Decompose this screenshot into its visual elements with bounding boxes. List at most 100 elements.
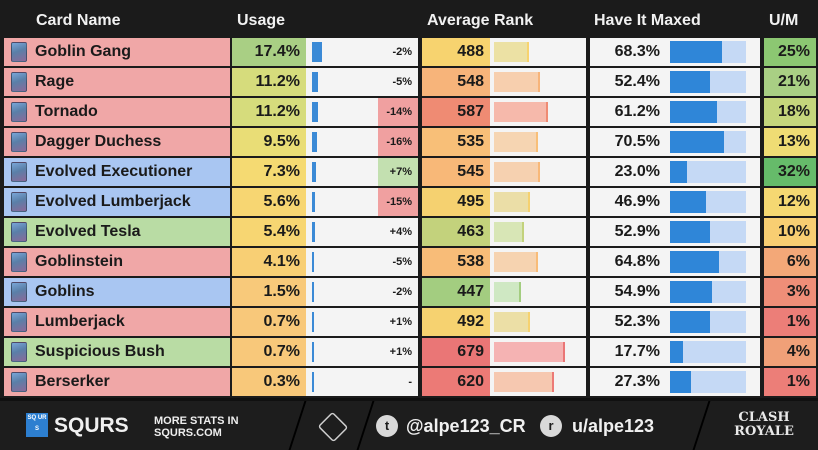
usage-cell: 1.5%: [232, 278, 306, 306]
card-name-cell: Berserker: [4, 368, 230, 396]
usage-value: 1.5%: [263, 283, 300, 300]
um-value: 32%: [777, 163, 810, 180]
usage-value: 0.7%: [263, 343, 300, 360]
rank-cell: 495: [422, 188, 490, 216]
column-header-um: U/M: [769, 12, 799, 29]
usage-bar-cell: -: [306, 368, 418, 396]
usage-cell: 11.2%: [232, 98, 306, 126]
rank-bar: [494, 252, 539, 272]
usage-bar: [312, 282, 314, 302]
um-value: 12%: [777, 193, 810, 210]
rank-bar-tick: [538, 72, 541, 92]
um-value: 13%: [777, 133, 810, 150]
card-name-cell: Lumberjack: [4, 308, 230, 336]
rank-bar-tick: [535, 132, 538, 152]
usage-change-value: -2%: [392, 286, 412, 298]
usage-change: -15%: [378, 188, 418, 216]
card-name: Goblins: [35, 283, 95, 300]
card-name: Goblinstein: [35, 253, 123, 270]
um-cell: 13%: [764, 128, 816, 156]
rank-bar-cell: [490, 158, 586, 186]
card-name: Dagger Duchess: [35, 133, 162, 150]
table-row: Rage 11.2% -5% 548 52.4% 21%: [0, 68, 818, 96]
table-row: Goblinstein 4.1% -5% 538 64.8% 6%: [0, 248, 818, 276]
maxed-bar-cell: [666, 308, 760, 336]
usage-bar-cell: -2%: [306, 278, 418, 306]
rank-bar-tick: [537, 162, 540, 182]
twitter-icon: t: [376, 415, 398, 437]
maxed-cell: 61.2%: [590, 98, 666, 126]
usage-value: 4.1%: [263, 253, 300, 270]
dagger-duchess-card-icon: [11, 132, 27, 152]
maxed-bar-track: [670, 341, 746, 363]
card-name: Suspicious Bush: [35, 343, 165, 360]
rank-bar: [494, 132, 538, 152]
usage-change-value: +4%: [389, 226, 412, 238]
usage-bar: [312, 222, 316, 242]
twitter-handle[interactable]: @alpe123_CR: [406, 416, 526, 436]
maxed-bar-cell: [666, 248, 760, 276]
rank-bar: [494, 42, 530, 62]
table-row: Goblins 1.5% -2% 447 54.9% 3%: [0, 278, 818, 306]
rank-bar-tick: [527, 312, 530, 332]
usage-change: +4%: [378, 218, 418, 246]
rank-value: 495: [457, 193, 484, 210]
um-cell: 1%: [764, 368, 816, 396]
maxed-cell: 64.8%: [590, 248, 666, 276]
rank-cell: 492: [422, 308, 490, 336]
rank-value: 447: [457, 283, 484, 300]
um-value: 25%: [777, 43, 810, 60]
card-name: Lumberjack: [35, 313, 125, 330]
usage-change-value: +1%: [389, 346, 412, 358]
usage-value: 0.7%: [263, 313, 300, 330]
lumberjack-card-icon: [11, 312, 27, 332]
goblins-card-icon: [11, 282, 27, 302]
rank-bar-cell: [490, 368, 586, 396]
maxed-bar: [670, 341, 684, 363]
column-header-usage: Usage: [237, 12, 286, 29]
usage-change-value: -5%: [392, 76, 412, 88]
reddit-handle[interactable]: u/alpe123: [572, 416, 655, 436]
um-cell: 32%: [764, 158, 816, 186]
usage-value: 17.4%: [254, 43, 300, 60]
berserker-card-icon: [11, 372, 27, 392]
usage-bar: [312, 72, 319, 92]
maxed-bar-cell: [666, 278, 760, 306]
game-logo-line: ROYALE: [734, 424, 794, 439]
table-row: Berserker 0.3% - 620 27.3% 1%: [0, 368, 818, 396]
usage-cell: 0.3%: [232, 368, 306, 396]
rank-cell: 538: [422, 248, 490, 276]
usage-bar: [312, 342, 314, 362]
rank-cell: 535: [422, 128, 490, 156]
card-name-cell: Evolved Lumberjack: [4, 188, 230, 216]
evolved-lumberjack-card-icon: [11, 192, 27, 212]
usage-bar-cell: +4%: [306, 218, 418, 246]
rank-cell: 447: [422, 278, 490, 306]
maxed-value: 27.3%: [614, 373, 660, 390]
maxed-bar-cell: [666, 188, 760, 216]
rank-cell: 488: [422, 38, 490, 66]
maxed-value: 23.0%: [614, 163, 660, 180]
footer-divider: [355, 401, 375, 450]
goblinstein-card-icon: [11, 252, 27, 272]
table-row: Lumberjack 0.7% +1% 492 52.3% 1%: [0, 308, 818, 336]
card-name-cell: Goblin Gang: [4, 38, 230, 66]
rank-bar-tick: [545, 102, 548, 122]
usage-bar: [312, 162, 317, 182]
table-header: Card Name Usage Average Rank Have It Max…: [0, 0, 818, 38]
site-link[interactable]: SQURS.COM: [154, 427, 222, 439]
usage-bar-cell: +1%: [306, 308, 418, 336]
maxed-bar-cell: [666, 98, 760, 126]
maxed-value: 70.5%: [614, 133, 660, 150]
rank-bar-cell: [490, 38, 586, 66]
rank-bar-cell: [490, 98, 586, 126]
game-logo-line: CLASH: [738, 410, 790, 425]
usage-bar-cell: -5%: [306, 248, 418, 276]
maxed-cell: 52.4%: [590, 68, 666, 96]
usage-bar-cell: -15%: [306, 188, 418, 216]
maxed-cell: 70.5%: [590, 128, 666, 156]
maxed-bar: [670, 161, 688, 183]
usage-change: +1%: [378, 338, 418, 366]
maxed-cell: 46.9%: [590, 188, 666, 216]
usage-value: 7.3%: [263, 163, 300, 180]
